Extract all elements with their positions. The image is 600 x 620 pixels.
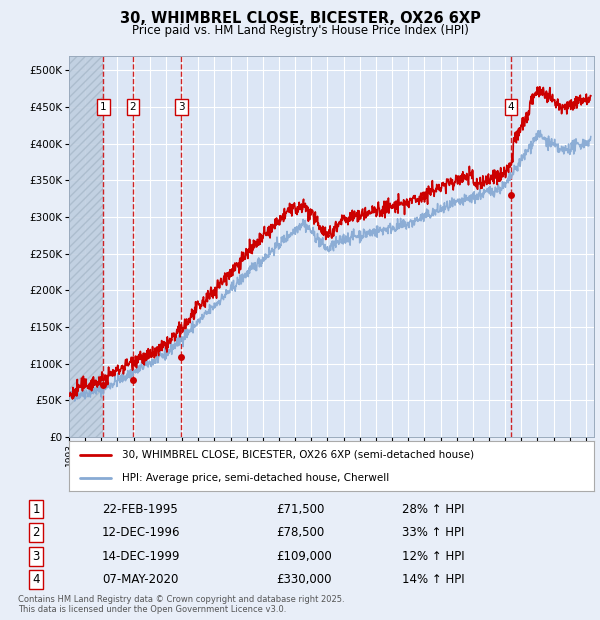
Text: 2: 2	[32, 526, 40, 539]
Text: 12% ↑ HPI: 12% ↑ HPI	[402, 550, 464, 562]
Text: £330,000: £330,000	[276, 574, 331, 586]
Text: £78,500: £78,500	[276, 526, 324, 539]
Text: 30, WHIMBREL CLOSE, BICESTER, OX26 6XP: 30, WHIMBREL CLOSE, BICESTER, OX26 6XP	[119, 11, 481, 26]
Text: 3: 3	[178, 102, 185, 112]
Text: Contains HM Land Registry data © Crown copyright and database right 2025.
This d: Contains HM Land Registry data © Crown c…	[18, 595, 344, 614]
Text: 2: 2	[130, 102, 136, 112]
Text: 33% ↑ HPI: 33% ↑ HPI	[402, 526, 464, 539]
Text: Price paid vs. HM Land Registry's House Price Index (HPI): Price paid vs. HM Land Registry's House …	[131, 24, 469, 37]
Text: 14-DEC-1999: 14-DEC-1999	[102, 550, 181, 562]
Text: 07-MAY-2020: 07-MAY-2020	[102, 574, 178, 586]
Bar	[69, 56, 103, 437]
Text: £109,000: £109,000	[276, 550, 332, 562]
Text: HPI: Average price, semi-detached house, Cherwell: HPI: Average price, semi-detached house,…	[121, 472, 389, 482]
Text: 1: 1	[100, 102, 107, 112]
Text: £71,500: £71,500	[276, 503, 325, 515]
Text: 4: 4	[32, 574, 40, 586]
Text: 3: 3	[32, 550, 40, 562]
Text: 12-DEC-1996: 12-DEC-1996	[102, 526, 181, 539]
Text: 22-FEB-1995: 22-FEB-1995	[102, 503, 178, 515]
Text: 14% ↑ HPI: 14% ↑ HPI	[402, 574, 464, 586]
Text: 4: 4	[508, 102, 514, 112]
Text: 1: 1	[32, 503, 40, 515]
Text: 30, WHIMBREL CLOSE, BICESTER, OX26 6XP (semi-detached house): 30, WHIMBREL CLOSE, BICESTER, OX26 6XP (…	[121, 450, 473, 460]
Text: 28% ↑ HPI: 28% ↑ HPI	[402, 503, 464, 515]
